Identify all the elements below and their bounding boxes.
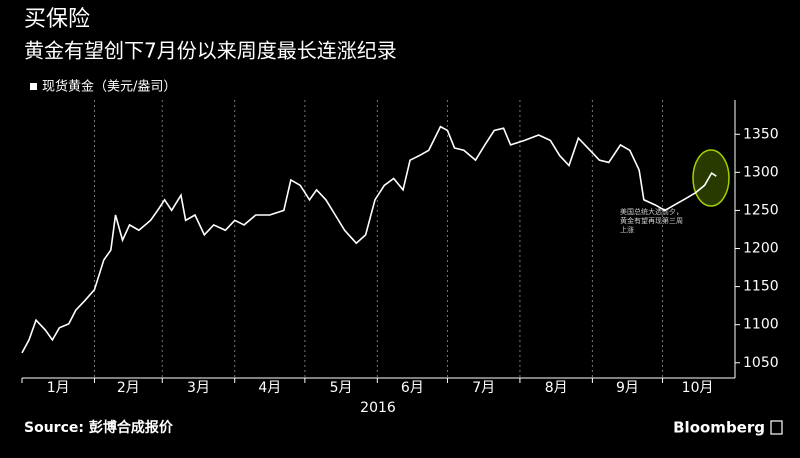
x-tick-label: 5月 <box>330 380 353 396</box>
chart-subtitle: 黄金有望创下7月份以来周度最长连涨纪录 <box>24 39 397 63</box>
source: Source: 彭博合成报价 <box>24 419 174 436</box>
y-tick-label: 1300 <box>743 164 779 180</box>
y-tick-label: 1050 <box>743 355 779 371</box>
x-tick-label: 6月 <box>401 380 424 396</box>
x-axis-label: 2016 <box>360 400 396 416</box>
y-tick-label: 1250 <box>743 202 779 218</box>
x-tick-label: 3月 <box>187 380 210 396</box>
x-tick-label: 1月 <box>47 380 70 396</box>
line <box>21 125 717 354</box>
chart-title: 买保险 <box>24 7 90 32</box>
brand-icon <box>770 420 783 435</box>
highlight <box>692 149 730 207</box>
x-tick-label: 4月 <box>258 380 281 396</box>
brand: Bloomberg <box>673 419 765 437</box>
legend-swatch <box>30 83 37 90</box>
y-tick-label: 1350 <box>743 126 779 142</box>
x-tick-label: 2月 <box>117 380 140 396</box>
annotation: 美国总统大选前夕，黄金有望再现第三周上涨 <box>620 208 683 234</box>
x-tick-label: 8月 <box>545 380 568 396</box>
x-tick-label: 7月 <box>472 380 495 396</box>
annotation-box: 美国总统大选前夕，黄金有望再现第三周上涨 <box>620 208 683 234</box>
y-tick-label: 1100 <box>743 317 779 333</box>
x-tick-label: 9月 <box>616 380 639 396</box>
y-tick-label: 1150 <box>743 279 779 295</box>
y-tick-label: 1200 <box>743 241 779 257</box>
x-tick-label: 10月 <box>682 380 714 396</box>
legend-label: 现货黄金（美元/盎司） <box>42 79 176 95</box>
